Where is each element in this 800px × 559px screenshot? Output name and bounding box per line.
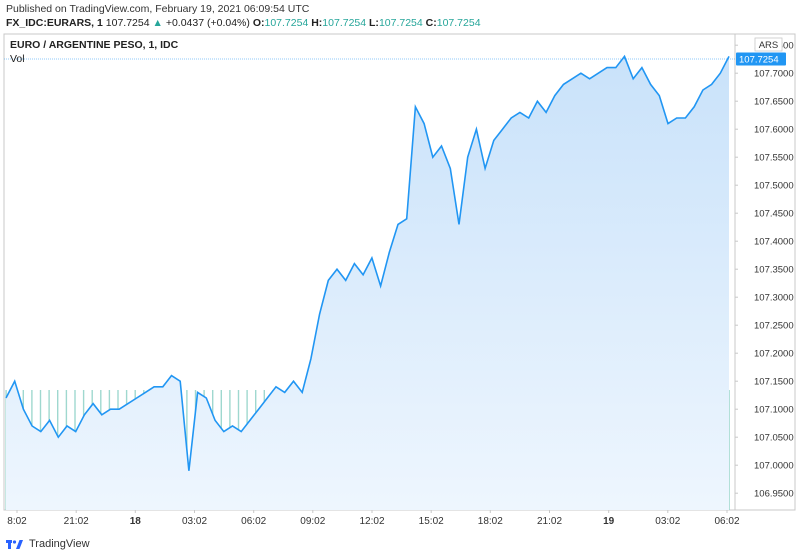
close-label: C:: [425, 17, 437, 29]
close-value: 107.7254: [436, 17, 481, 29]
footer: TradingView: [6, 538, 90, 550]
last-price-badge: [736, 52, 786, 66]
time-axis-label: 18: [130, 516, 142, 527]
open-value: 107.7254: [264, 17, 309, 29]
price-chart[interactable]: 107.7500107.7000107.6500107.6000107.5500…: [0, 32, 800, 532]
price-axis-label: 107.1500: [754, 377, 794, 388]
price-axis-label: 107.7000: [754, 69, 794, 80]
price-axis-label: 107.0000: [754, 461, 794, 472]
last-price-text: 107.7254: [105, 17, 150, 29]
tradingview-logo-icon: [6, 540, 23, 549]
price-axis-label: 107.4000: [754, 237, 794, 248]
series-title: EURO / ARGENTINE PESO, 1, IDC: [10, 39, 179, 51]
price-axis-label: 107.4500: [754, 209, 794, 220]
time-axis-label: 15:02: [419, 516, 444, 527]
low-label: L:: [369, 17, 379, 29]
price-axis-label: 107.2000: [754, 349, 794, 360]
price-axis-label: 107.0500: [754, 433, 794, 444]
symbol-label: FX_IDC:EURARS, 1: [6, 17, 103, 29]
last-price-tag: 107.7254: [736, 52, 786, 66]
time-axis-label: 03:02: [182, 516, 207, 527]
footer-brand: TradingView: [29, 538, 90, 550]
time-axis-label: 21:02: [537, 516, 562, 527]
time-axis-label: 12:02: [359, 516, 384, 527]
time-axis-label: 21:02: [64, 516, 89, 527]
price-axis-label: 107.3500: [754, 265, 794, 276]
quote-line: FX_IDC:EURARS, 1 107.7254 ▲ +0.0437 (+0.…: [6, 17, 481, 29]
time-axis-label: 19: [603, 516, 615, 527]
time-axis-label: 09:02: [300, 516, 325, 527]
price-area: [6, 56, 729, 511]
published-note: Published on TradingView.com, February 1…: [6, 3, 310, 15]
up-arrow-icon: ▲: [152, 17, 163, 29]
price-axis-label: 107.2500: [754, 321, 794, 332]
currency-badge-text: ARS: [759, 40, 779, 51]
price-axis-label: 107.3000: [754, 293, 794, 304]
low-value: 107.7254: [378, 17, 423, 29]
last-price-badge-text: 107.7254: [739, 55, 779, 66]
time-axis-label: 18:02: [478, 516, 503, 527]
time-axis-label: 8:02: [7, 516, 27, 527]
price-axis-label: 107.1000: [754, 405, 794, 416]
volume-bar: [728, 390, 730, 510]
price-axis-label: 107.6000: [754, 125, 794, 136]
time-axis: 8:02 21:02 18 03:02 06:02 09:02 12:02 15:02 18:0…: [7, 510, 740, 527]
price-axis-label: 107.5000: [754, 181, 794, 192]
currency-badge[interactable]: ARS: [754, 37, 783, 52]
price-axis: 107.7500107.7000107.6500107.6000107.5500…: [735, 41, 794, 500]
open-label: O:: [252, 17, 265, 29]
volume-label: Vol: [10, 53, 25, 65]
change-text: +0.0437 (+0.04%): [165, 17, 250, 29]
time-axis-label: 06:02: [241, 516, 266, 527]
time-axis-label: 06:02: [714, 516, 739, 527]
high-label: H:: [311, 17, 323, 29]
time-axis-label: 03:02: [655, 516, 680, 527]
high-value: 107.7254: [322, 17, 367, 29]
price-line: [5, 54, 730, 471]
price-axis-label: 106.9500: [754, 489, 794, 500]
price-axis-label: 107.5500: [754, 153, 794, 164]
price-axis-label: 107.6500: [754, 97, 794, 108]
